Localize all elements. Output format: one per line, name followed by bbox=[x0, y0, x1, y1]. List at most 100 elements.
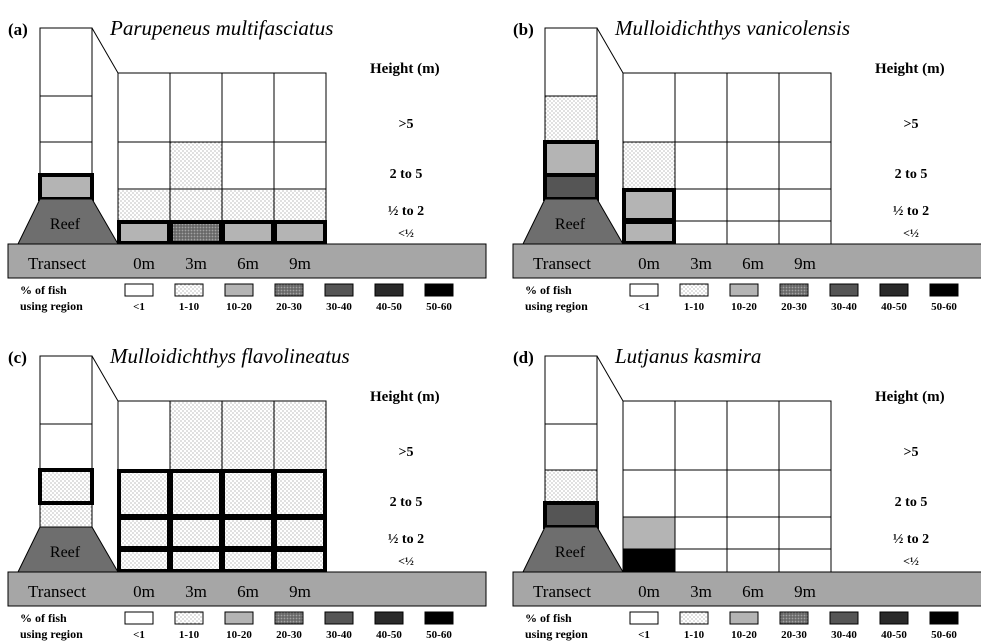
species-title: Lutjanus kasmira bbox=[614, 344, 761, 368]
reef-column-cell bbox=[39, 502, 93, 528]
legend-label: 1-10 bbox=[684, 629, 705, 641]
legend-title: using region bbox=[20, 627, 83, 641]
legend-swatch bbox=[174, 283, 204, 297]
grid-cell bbox=[726, 548, 780, 573]
grid-cell bbox=[117, 400, 171, 471]
transect-position: 0m bbox=[638, 582, 660, 601]
grid-cell bbox=[169, 516, 223, 550]
reef-column-cell bbox=[544, 95, 598, 143]
reef-column-cell bbox=[544, 141, 598, 176]
height-label: ½ to 2 bbox=[388, 532, 424, 547]
height-label: >5 bbox=[399, 445, 414, 460]
legend-label: 20-30 bbox=[276, 629, 302, 641]
transect-position: 0m bbox=[133, 254, 155, 273]
height-label: 2 to 5 bbox=[390, 167, 423, 182]
grid-cell bbox=[221, 516, 275, 550]
legend-swatch bbox=[124, 283, 154, 297]
grid-cell bbox=[221, 548, 275, 573]
legend-label: 20-30 bbox=[781, 629, 807, 641]
grid-cell bbox=[622, 548, 676, 573]
grid-cell bbox=[674, 516, 728, 550]
panel-b: (b) Mulloidichthys vanicolensis Reef Transe… bbox=[512, 16, 981, 313]
legend-label: <1 bbox=[638, 301, 650, 313]
legend-swatch bbox=[424, 283, 454, 297]
legend-label: 10-20 bbox=[226, 301, 252, 313]
legend-label: 1-10 bbox=[179, 301, 200, 313]
transect-label: Transect bbox=[533, 254, 591, 273]
grid-cell bbox=[674, 72, 728, 143]
reef-column-cell bbox=[39, 95, 93, 143]
legend-swatch bbox=[679, 611, 709, 625]
height-label: <½ bbox=[903, 226, 919, 240]
grid-cell-highlight bbox=[273, 220, 327, 245]
grid-cell bbox=[622, 400, 676, 471]
reef-column-cell bbox=[544, 423, 598, 471]
height-label: 2 to 5 bbox=[895, 167, 928, 182]
grid-cell bbox=[117, 516, 171, 550]
grid-cell bbox=[778, 188, 832, 222]
legend-swatch bbox=[324, 283, 354, 297]
grid-cell bbox=[273, 469, 327, 518]
grid-cell bbox=[622, 188, 676, 222]
grid-cell bbox=[778, 516, 832, 550]
legend-swatch bbox=[274, 611, 304, 625]
legend-label: 50-60 bbox=[426, 629, 452, 641]
legend-swatch bbox=[424, 611, 454, 625]
transect-position: 6m bbox=[742, 582, 764, 601]
grid-cell-highlight bbox=[622, 220, 676, 245]
legend-label: 30-40 bbox=[831, 301, 857, 313]
legend-swatch bbox=[629, 611, 659, 625]
legend-title: % of fish bbox=[525, 283, 572, 297]
height-label: 2 to 5 bbox=[390, 495, 423, 510]
grid-cell bbox=[169, 469, 223, 518]
transect-bar bbox=[512, 243, 981, 279]
grid-cell bbox=[674, 400, 728, 471]
legend-swatch bbox=[729, 283, 759, 297]
grid-cell bbox=[117, 220, 171, 245]
grid-cell bbox=[674, 220, 728, 245]
legend-swatch bbox=[729, 611, 759, 625]
reef-column-cell bbox=[544, 174, 598, 200]
grid-cell bbox=[169, 141, 223, 190]
height-label: >5 bbox=[904, 117, 919, 132]
legend-swatch bbox=[829, 611, 859, 625]
reef-column-cell bbox=[544, 355, 598, 425]
grid-cell bbox=[674, 548, 728, 573]
legend-label: 1-10 bbox=[179, 629, 200, 641]
legend-swatch bbox=[224, 611, 254, 625]
legend-title: using region bbox=[525, 299, 588, 313]
legend-label: 20-30 bbox=[276, 301, 302, 313]
grid-cell bbox=[778, 400, 832, 471]
legend-label: 50-60 bbox=[931, 629, 957, 641]
height-label: >5 bbox=[399, 117, 414, 132]
grid-cell bbox=[221, 469, 275, 518]
reef-column-cell bbox=[544, 469, 598, 504]
grid-cell bbox=[622, 469, 676, 518]
grid-cell bbox=[726, 141, 780, 190]
grid-cell bbox=[726, 72, 780, 143]
reef-column-cell bbox=[39, 27, 93, 97]
grid-cell bbox=[117, 141, 171, 190]
legend-swatch bbox=[374, 611, 404, 625]
transect-position: 9m bbox=[289, 582, 311, 601]
grid-cell bbox=[674, 141, 728, 190]
grid-cell bbox=[726, 220, 780, 245]
grid-cell bbox=[221, 72, 275, 143]
legend-label: 1-10 bbox=[684, 301, 705, 313]
legend-label: 40-50 bbox=[881, 301, 907, 313]
grid-cell bbox=[117, 548, 171, 573]
panel-letter: (a) bbox=[8, 20, 28, 39]
grid-cell bbox=[674, 469, 728, 518]
grid-cell bbox=[622, 516, 676, 550]
panel-a: (a) Parupeneus multifasciatus Reef Transect… bbox=[7, 16, 487, 313]
legend-title: % of fish bbox=[525, 611, 572, 625]
species-title: Mulloidichthys vanicolensis bbox=[614, 16, 850, 40]
panel-d: (d) Lutjanus kasmira Reef Transect 0m 3m 6m 9m H… bbox=[512, 344, 981, 641]
grid-cell bbox=[273, 400, 327, 471]
transect-bar bbox=[512, 571, 981, 607]
grid-cell bbox=[778, 469, 832, 518]
transect-position: 6m bbox=[742, 254, 764, 273]
reef-label: Reef bbox=[50, 216, 81, 233]
grid-cell bbox=[622, 72, 676, 143]
